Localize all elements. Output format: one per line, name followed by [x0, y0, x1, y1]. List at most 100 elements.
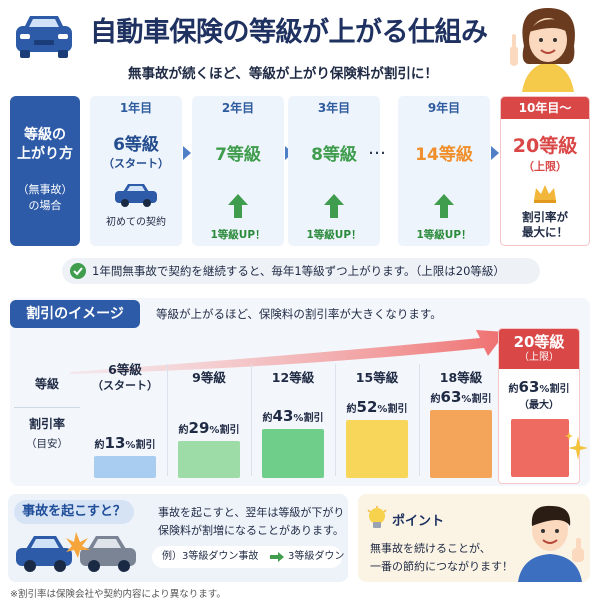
lightbulb-icon — [367, 506, 387, 528]
discount-column: 18等級約63%割引 — [420, 362, 502, 482]
max-discount-text: 割引率が 最大に！ — [522, 210, 568, 239]
row-rate-sub: （目安） — [26, 438, 68, 450]
step-year-10: 10年目〜 20等級 （上限） 割引率が 最大に！ — [500, 96, 590, 246]
discount-column: 15等級約52%割引 — [336, 362, 418, 482]
step-grade: 7等級 — [215, 145, 261, 165]
rate-value: 63 — [518, 378, 540, 396]
column-rate: 約52%割引 — [336, 398, 418, 416]
accident-line-1: 事故を起こすと、翌年は等級が下がり — [158, 506, 345, 519]
rate-suffix: %割引 — [293, 413, 324, 424]
step-up-text: 1等級UP！ — [416, 229, 472, 241]
column-divider — [419, 364, 420, 476]
woman-pointing-illustration — [510, 8, 575, 92]
rate-value: 29 — [188, 419, 210, 437]
rate-suffix: %割引 — [539, 384, 570, 395]
column-divider — [167, 364, 168, 476]
step-year-2: 2年目 7等級 1等級UP！ — [192, 96, 284, 246]
page-title: 自動車保険の等級が上がる仕組み — [90, 17, 488, 48]
example-left: 例）3等級ダウン事故 — [162, 551, 259, 562]
up-arrow-icon — [434, 194, 454, 218]
rate-prefix: 約 — [178, 425, 189, 436]
rate-value: 52 — [356, 398, 378, 416]
step-year: 2年目 — [221, 101, 255, 115]
column-grade: 15等級 — [355, 370, 399, 385]
column-rate: 約29%割引 — [168, 419, 250, 437]
column-sub: （スタート） — [92, 379, 158, 392]
accident-text: 事故を起こすと、翌年は等級が下がり 保険料が割増になることがあります。 — [158, 504, 344, 540]
crown-icon — [534, 185, 556, 203]
step-grade: 8等級 — [311, 145, 357, 165]
rising-arrow-icon — [70, 330, 506, 374]
accident-example: 例）3等級ダウン事故 3等級ダウン — [152, 546, 344, 568]
rate-prefix: 約 — [94, 440, 105, 451]
point-text: 無事故を続けることが、 一番の節約につながります！ — [370, 540, 513, 576]
up-arrow-icon — [324, 194, 344, 218]
page-subtitle: 無事故が続くほど、等級が上がり保険料が割引に！ — [128, 66, 438, 82]
column-grade: 9等級 — [192, 370, 226, 385]
chevron-right-icon — [183, 146, 191, 160]
header: 自動車保険の等級が上がる仕組み 無事故が続くほど、等級が上がり保険料が割引に！ — [0, 0, 600, 92]
discount-bar — [262, 429, 324, 478]
column-rate: 約63%割引 — [420, 388, 502, 406]
progression-note-text: 1年間無事故で契約を継続すると、毎年1等級ずつ上がります。（上限は20等級） — [92, 264, 505, 278]
progression-note: 1年間無事故で契約を継続すると、毎年1等級ずつ上がります。（上限は20等級） — [62, 258, 540, 284]
step-grade: 6等級 — [113, 135, 159, 155]
row-rate-label: 割引率 — [28, 417, 65, 431]
step-up-text: 1等級UP！ — [210, 229, 266, 241]
column-rate: 約13%割引 — [84, 434, 166, 452]
step-year-3: 3年目 8等級 1等級UP！ — [288, 96, 380, 246]
column-20-header: 20等級 （上限） — [499, 329, 579, 369]
rate-prefix: 約 — [430, 394, 441, 405]
rate-suffix: %割引 — [209, 425, 240, 436]
arrow-right-icon — [270, 552, 284, 562]
discount-bar — [94, 456, 156, 478]
rate-note: （最大） — [519, 400, 559, 411]
step-up-text: 1等級UP！ — [306, 229, 362, 241]
rate-value: 13 — [104, 434, 126, 452]
row-header-grade: 等級 — [14, 360, 80, 408]
discount-bar — [430, 410, 492, 478]
discount-column-20: 20等級 （上限） 約63%割引 （最大） — [498, 328, 580, 484]
discount-label: 割引のイメージ — [10, 300, 140, 328]
car-icon — [16, 16, 72, 58]
column-grade: 18等級 — [439, 370, 483, 385]
step-year-9: 9年目 14等級 1等級UP！ — [398, 96, 490, 246]
discount-description: 等級が上がるほど、保険料の割引率が大きくなります。 — [156, 307, 442, 321]
chevron-right-icon — [491, 146, 499, 160]
discount-column: 6等級 （スタート） 約13%割引 — [84, 362, 166, 482]
up-arrow-icon — [228, 194, 248, 218]
point-line-2: 一番の節約につながります！ — [370, 560, 513, 573]
rate-value: 43 — [272, 407, 294, 425]
discount-bar — [346, 420, 408, 478]
man-thumbs-up-illustration — [518, 505, 584, 582]
point-line-1: 無事故を続けることが、 — [370, 542, 491, 555]
progression-label: 等級の 上がり方 （無事故） の場合 — [10, 96, 80, 246]
discount-column: 9等級約29%割引 — [168, 362, 250, 482]
column-grade: 20等級 — [513, 333, 565, 351]
point-label: ポイント — [392, 514, 445, 529]
step-year: 9年目 — [427, 101, 461, 115]
row-header-rate: 割引率 （目安） — [14, 414, 80, 454]
ellipsis: … — [368, 138, 386, 159]
car-icon — [115, 184, 157, 207]
footnote: ※割引率は保険会社や契約内容により異なります。 — [10, 589, 226, 600]
rate-prefix: 約 — [508, 384, 519, 395]
rate-prefix: 約 — [262, 413, 273, 424]
step-year: 3年目 — [317, 101, 351, 115]
discount-bar — [511, 419, 569, 477]
column-divider — [335, 364, 336, 476]
step-year: 10年目〜 — [501, 97, 589, 119]
car-crash-icon — [16, 532, 136, 572]
check-circle-icon — [70, 263, 86, 279]
rate-value: 63 — [440, 388, 462, 406]
accident-line-2: 保険料が割増になることがあります。 — [158, 524, 344, 537]
progression-label-sub: （無事故） の場合 — [17, 183, 73, 212]
row-headers: 等級 割引率 （目安） — [14, 360, 80, 478]
column-grade: 6等級 （スタート） — [84, 362, 166, 394]
column-grade: 12等級 — [271, 370, 315, 385]
rate-suffix: %割引 — [461, 394, 492, 405]
step-year-1: 1年目 6等級 （スタート） 初めての契約 — [90, 96, 182, 246]
step-grade: 14等級 — [415, 145, 473, 165]
step-foot: 初めての契約 — [106, 217, 166, 228]
step-note: （スタート） — [103, 157, 169, 170]
